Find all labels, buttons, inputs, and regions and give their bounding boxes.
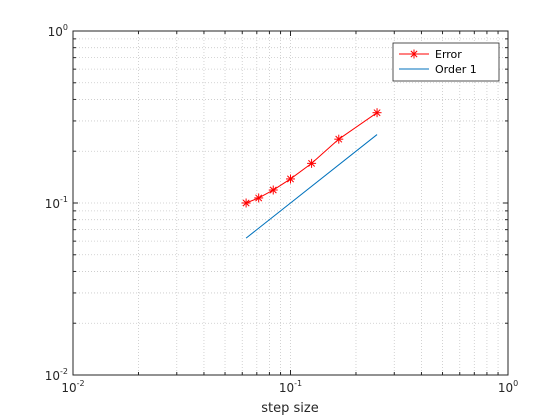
y-tick-label-exponent: -2 bbox=[60, 367, 68, 376]
data-point-error bbox=[286, 174, 295, 184]
legend-entry-error: Error bbox=[435, 48, 462, 61]
y-tick-label: 10-1 bbox=[45, 195, 68, 211]
data-point-error bbox=[372, 108, 382, 118]
x-tick-label-base: 10 bbox=[498, 381, 513, 395]
legend: Error Order 1 bbox=[392, 42, 500, 82]
legend-marker-error bbox=[409, 49, 419, 59]
y-tick-label: 10-2 bbox=[45, 367, 68, 383]
y-tick-label-base: 10 bbox=[45, 369, 60, 383]
data-point-error bbox=[241, 198, 251, 208]
x-tick-label-base: 10 bbox=[61, 381, 76, 395]
ticks bbox=[72, 30, 509, 376]
y-tick-label-exponent: -1 bbox=[60, 195, 68, 204]
y-tick-label-base: 10 bbox=[48, 25, 63, 39]
legend-entry-order-1: Order 1 bbox=[435, 63, 477, 76]
x-tick-label-base: 10 bbox=[279, 381, 294, 395]
series-line-order-1 bbox=[245, 134, 378, 239]
x-tick-label-exponent: 0 bbox=[513, 379, 518, 388]
series-layer bbox=[241, 108, 382, 239]
data-point-error bbox=[334, 134, 344, 144]
data-point-error bbox=[307, 158, 317, 168]
legend-box bbox=[392, 42, 500, 82]
x-tick-label-exponent: -2 bbox=[77, 379, 85, 388]
x-axis-title: step size bbox=[261, 401, 318, 416]
x-tick-label-exponent: -1 bbox=[294, 379, 302, 388]
data-point-error bbox=[254, 193, 264, 203]
y-tick-label-exponent: 0 bbox=[63, 23, 68, 32]
y-tick-label: 100 bbox=[48, 23, 68, 39]
x-tick-labels: 10-2 10-1 100 bbox=[61, 379, 518, 395]
x-tick-label: 10-2 bbox=[61, 379, 84, 395]
x-tick-label: 10-1 bbox=[279, 379, 302, 395]
x-tick-label: 100 bbox=[498, 379, 518, 395]
data-point-error bbox=[268, 185, 278, 195]
y-tick-label-base: 10 bbox=[45, 197, 60, 211]
